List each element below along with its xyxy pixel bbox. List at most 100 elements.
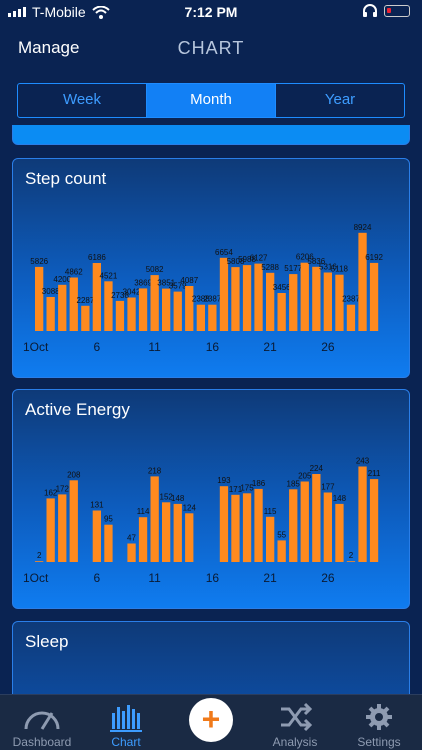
step-count-data-label: 2287 (77, 296, 95, 305)
active-energy-data-label: 148 (333, 494, 347, 503)
step-count-bar (300, 262, 309, 331)
step-count-data-label: 4862 (65, 268, 83, 277)
active-energy-bar (289, 489, 298, 562)
period-segmented-control: Week Month Year (17, 83, 405, 118)
step-count-bar (81, 305, 90, 331)
step-count-data-label: 4087 (180, 276, 198, 285)
step-count-title: Step count (25, 169, 107, 188)
active-energy-data-label: 152 (160, 492, 174, 501)
step-count-bar (335, 274, 344, 331)
segment-year[interactable]: Year (324, 91, 356, 108)
chart-scroll-area[interactable]: Step count 5826 3088 4200 4862 2287 6 186 4521 2… (0, 125, 422, 695)
active-energy-data-label: 172 (56, 484, 70, 493)
active-energy-data-label: 224 (310, 464, 324, 473)
active-energy-data-label: 148 (171, 494, 185, 503)
active-energy-data-label: 208 (67, 470, 81, 479)
active-energy-data-label: 177 (321, 483, 335, 492)
active-energy-bar (138, 517, 148, 562)
step-count-x-tick-label: 21 (263, 340, 277, 354)
step-count-card[interactable]: Step count 5826 3088 4200 4862 2287 6186 4521 2… (12, 158, 410, 378)
step-count-bar (150, 275, 159, 331)
step-count-data-label: 3579 (169, 282, 187, 291)
carrier-label: T-Mobile (32, 4, 86, 20)
wifi-icon (92, 5, 110, 19)
previous-card-edge (12, 125, 410, 145)
step-count-data-label: 3851 (157, 279, 175, 288)
active-energy-x-tick-label: 26 (321, 571, 335, 585)
active-energy-data-label: 131 (90, 501, 104, 510)
gear-icon (366, 704, 392, 730)
active-energy-bar (58, 494, 67, 562)
active-energy-data-label: 124 (183, 503, 197, 512)
step-count-bar (173, 291, 182, 331)
step-count-bar (196, 304, 205, 331)
active-energy-bar (46, 498, 55, 562)
active-energy-data-label: 47 (127, 534, 136, 543)
tab-analysis[interactable]: Analysis (253, 695, 337, 750)
step-count-bar (289, 274, 298, 331)
shuffle-icon (281, 702, 313, 732)
active-energy-data-label: 95 (104, 515, 113, 524)
segment-week[interactable]: Week (18, 84, 147, 117)
tab-analysis-label: Analysis (272, 735, 318, 749)
step-count-bar (138, 288, 148, 331)
active-energy-data-label: 55 (277, 530, 286, 539)
nav-bar: Manage CHART (0, 26, 422, 76)
step-count-bar (277, 293, 286, 331)
tab-settings[interactable]: Settings (337, 695, 421, 750)
step-count-bar (231, 267, 240, 331)
step-count-bar (104, 281, 113, 331)
sleep-card[interactable]: Sleep (12, 621, 410, 695)
active-energy-bar (150, 476, 159, 562)
tab-dashboard[interactable]: Dashboard (0, 695, 84, 750)
add-entry-button[interactable]: + (189, 698, 233, 742)
step-count-data-label: 5288 (261, 263, 279, 272)
step-count-bar (127, 297, 136, 331)
step-count-data-label: 5826 (30, 257, 48, 266)
plus-icon: + (201, 701, 221, 737)
status-right (362, 4, 410, 18)
step-count-x-tick-label: 6 (94, 340, 101, 354)
sleep-title: Sleep (25, 632, 69, 651)
signal-icon (8, 7, 26, 17)
active-energy-data-label: 186 (252, 479, 266, 488)
status-time: 7:12 PM (184, 4, 238, 20)
active-energy-bar (185, 513, 194, 562)
step-count-data-label: 3088 (42, 287, 60, 296)
step-count-data-label: 5316 (319, 263, 337, 272)
step-count-data-label: 4521 (100, 271, 118, 280)
active-energy-bar (69, 480, 78, 562)
step-count-bar (92, 263, 101, 331)
tab-bar: Dashboard Chart + Analysis (0, 694, 422, 750)
active-energy-x-tick-label: 1Oct (23, 571, 49, 585)
step-count-bar (323, 272, 332, 331)
segment-month[interactable]: Month (147, 84, 276, 117)
active-energy-bar (104, 524, 113, 562)
step-count-data-label: 4200 (53, 275, 71, 284)
active-energy-bar (312, 474, 321, 562)
active-energy-data-label: 114 (137, 507, 150, 516)
tab-chart[interactable]: Chart (84, 695, 168, 750)
gauge-icon (24, 711, 60, 730)
page-title: CHART (177, 38, 245, 58)
active-energy-data-label: 162 (44, 488, 58, 497)
step-count-x-tick-label: 16 (206, 340, 220, 354)
step-count-bar (185, 286, 194, 331)
step-count-bar (208, 304, 217, 331)
step-count-data-label: 6192 (365, 253, 383, 262)
step-count-data-label: 5118 (331, 265, 349, 274)
active-energy-x-tick-label: 6 (94, 571, 101, 585)
active-energy-bar (173, 503, 182, 562)
active-energy-data-label: 171 (229, 485, 243, 494)
manage-button[interactable]: Manage (18, 38, 80, 57)
tab-settings-label: Settings (357, 735, 401, 749)
active-energy-bar (92, 510, 101, 562)
step-count-data-label: 3042 (123, 288, 141, 297)
active-energy-data-label: 115 (264, 507, 277, 516)
step-count-bar (369, 262, 379, 331)
active-energy-card[interactable]: Active Energy 2 162 172 208 131 95 47 114 218 152… (12, 389, 410, 609)
step-count-bar (69, 277, 78, 331)
step-count-data-label: 3456 (273, 283, 291, 292)
step-count-data-label: 5988 (238, 255, 256, 264)
